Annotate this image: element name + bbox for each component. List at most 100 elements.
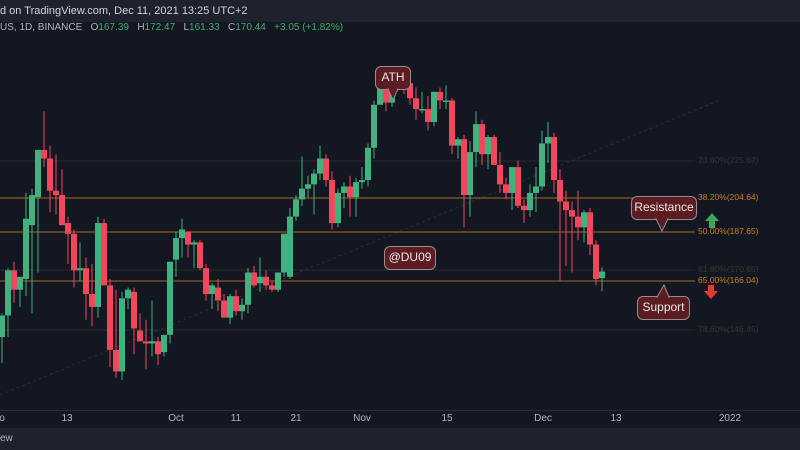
watermark-text: @DU09 <box>388 250 432 264</box>
candle-body <box>53 190 59 196</box>
candle-body <box>65 223 71 234</box>
candle-body <box>533 186 539 193</box>
fib-label: 65.00%(166.04) <box>698 275 759 285</box>
time-tick: o <box>0 413 5 424</box>
open-label: O <box>90 22 99 33</box>
candle-body <box>113 349 119 372</box>
fib-label: 23.60%(225.67) <box>698 155 759 165</box>
time-tick: 13 <box>610 413 622 424</box>
candle-body <box>287 216 293 277</box>
candle-body <box>407 83 413 99</box>
time-tick: 2022 <box>718 413 742 424</box>
high-label: H <box>137 22 145 33</box>
time-tick: 21 <box>290 413 302 424</box>
open-value: 167.39 <box>98 22 129 33</box>
time-tick: Oct <box>168 413 184 424</box>
candle-body <box>521 205 527 211</box>
candle-body <box>161 334 167 353</box>
symbol-label: US, 1D, BINANCE <box>0 22 83 33</box>
fib-label: 50.00%(187.65) <box>698 226 759 236</box>
candle-body <box>215 287 221 301</box>
candle-body <box>257 276 263 284</box>
time-tick: Nov <box>353 413 371 424</box>
candle-body <box>131 291 137 329</box>
candle-body <box>479 124 485 155</box>
candle-body <box>107 285 113 350</box>
candle-body <box>365 147 371 181</box>
arrow-up-icon <box>705 213 719 228</box>
low-label: L <box>183 22 190 33</box>
low-value: 161.33 <box>189 22 220 33</box>
candle-body <box>569 210 575 217</box>
resistance-label: Resistance <box>634 200 694 214</box>
candle-body <box>503 184 509 193</box>
candle-body <box>461 139 467 196</box>
candle-body <box>137 330 143 342</box>
candle-body <box>71 233 77 271</box>
candle-body <box>35 149 41 198</box>
candle-body <box>95 223 101 307</box>
candle-body <box>515 167 521 206</box>
candle-body <box>263 276 269 286</box>
candle-body <box>539 143 545 187</box>
candle-body <box>491 137 497 165</box>
candle-body <box>227 296 233 318</box>
candle-body <box>485 137 491 155</box>
candle-body <box>77 268 83 271</box>
candle-body <box>293 199 299 217</box>
candle-body <box>179 229 185 239</box>
candle-body <box>305 184 311 189</box>
candle-body <box>497 164 503 185</box>
candle-body <box>245 272 251 305</box>
candle-body <box>281 233 287 273</box>
candle-body <box>431 91 437 122</box>
candle-body <box>545 137 551 144</box>
close-value: 170.44 <box>235 22 266 33</box>
candle-body <box>473 124 479 153</box>
time-tick: Dec <box>534 413 552 424</box>
candle-body <box>5 270 11 316</box>
candle-body <box>575 216 581 228</box>
candle-body <box>347 186 353 198</box>
candle-body <box>581 212 587 228</box>
published-info: d on TradingView.com, Dec 11, 2021 13:25… <box>0 5 248 17</box>
candle-body <box>377 83 383 105</box>
candle-body <box>353 182 359 198</box>
candle-body <box>599 271 605 279</box>
candle-body <box>593 244 599 279</box>
time-tick: 11 <box>230 413 242 424</box>
ath-label: ATH <box>381 70 405 84</box>
candle-body <box>551 137 557 181</box>
candle-body <box>17 276 23 290</box>
candle-body <box>413 98 419 110</box>
candlestick-chart[interactable] <box>0 36 800 410</box>
candle-body <box>191 242 197 245</box>
change-value: +3.05 (+1.82%) <box>274 22 344 33</box>
candle-body <box>587 212 593 245</box>
candle-body <box>383 83 389 103</box>
candle-body <box>119 298 125 372</box>
time-tick: 15 <box>441 413 453 424</box>
time-axis[interactable]: o 13 Oct 11 21 Nov 15 Dec 13 2022 <box>0 410 800 429</box>
header-bar: d on TradingView.com, Dec 11, 2021 13:25… <box>0 0 800 22</box>
candle-body <box>185 231 191 245</box>
candle-body <box>155 341 161 355</box>
candle-body <box>527 192 533 211</box>
candle-body <box>47 158 53 191</box>
candle-body <box>317 158 323 174</box>
candle-body <box>251 272 257 286</box>
candle-body <box>101 223 107 286</box>
candle-body <box>359 180 365 183</box>
candle-body <box>0 315 5 338</box>
candle-body <box>341 186 347 193</box>
candle-body <box>269 285 275 290</box>
candle-body <box>557 180 563 202</box>
candle-body <box>149 341 155 344</box>
candle-body <box>299 188 305 200</box>
candle-body <box>89 294 95 307</box>
candle-body <box>203 268 209 294</box>
candle-body <box>437 91 443 101</box>
candle-body <box>221 300 227 318</box>
close-label: C <box>227 22 236 33</box>
candle-body <box>311 173 317 185</box>
